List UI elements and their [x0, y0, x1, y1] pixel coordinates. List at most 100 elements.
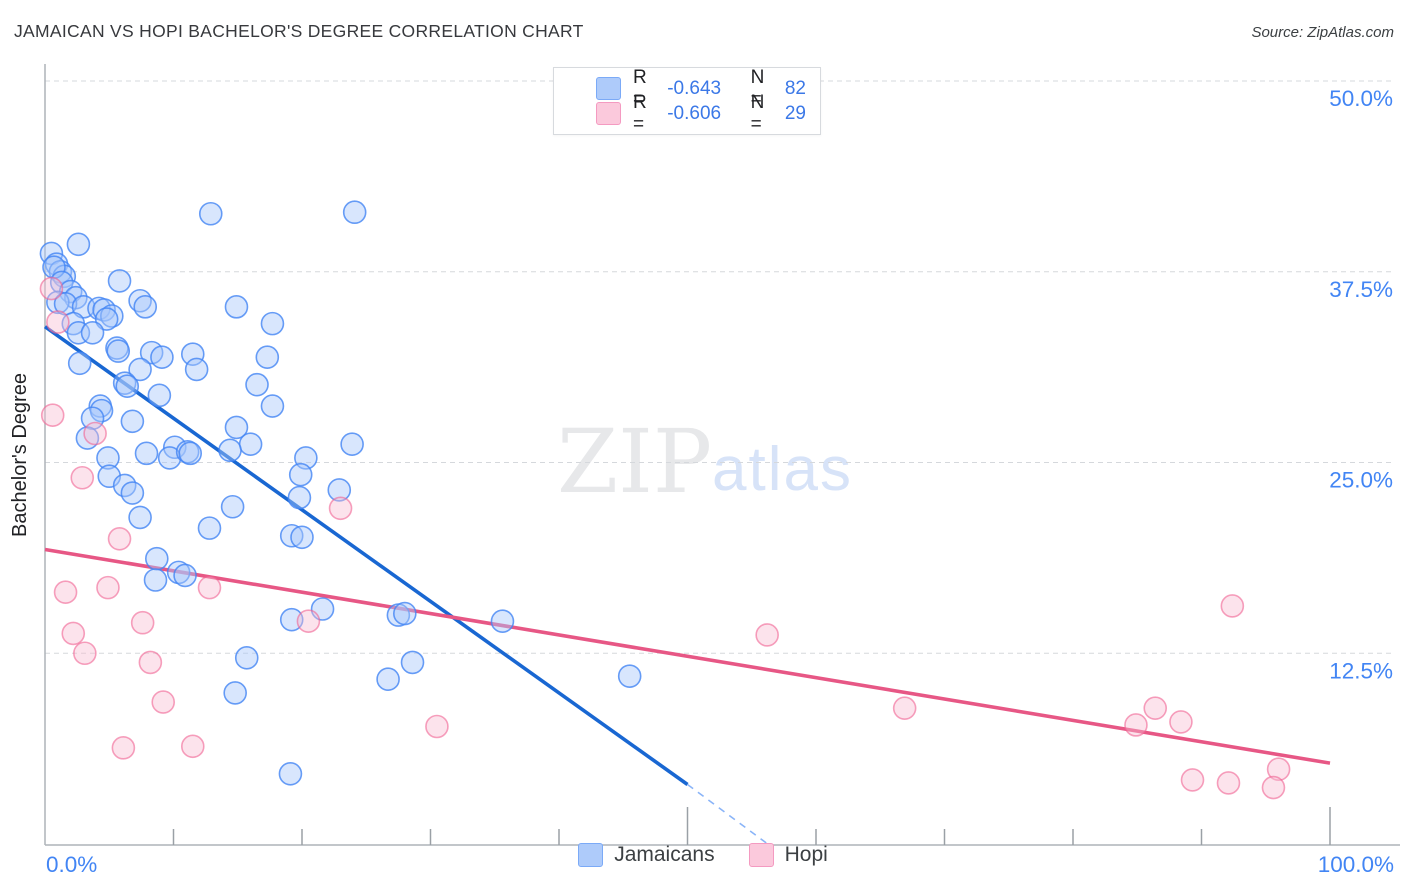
- hopi-scatter-point: [96, 575, 120, 600]
- hopi-scatter-point: [46, 310, 70, 334]
- r-label: R =: [633, 66, 647, 110]
- jamaicans-scatter-point: [224, 415, 249, 440]
- jamaicans-scatter-point: [340, 432, 364, 456]
- hopi-scatter-point: [53, 580, 78, 605]
- n-value: 29: [784, 102, 806, 124]
- hopi-scatter-point: [61, 621, 86, 646]
- jamaicans-scatter-point: [150, 345, 174, 370]
- hopi-scatter-point: [39, 276, 64, 301]
- n-value: 82: [784, 77, 806, 99]
- jamaicans-scatter-point: [147, 383, 172, 408]
- jamaicans-scatter-point: [184, 357, 209, 382]
- y-axis-title: Bachelor's Degree: [9, 373, 31, 537]
- hopi-scatter-point: [111, 736, 136, 760]
- hopi-scatter-point: [73, 641, 97, 666]
- jamaicans-scatter-point: [198, 201, 223, 226]
- jamaicans-scatter-point: [178, 441, 203, 466]
- jamaicans-scatter-point: [46, 290, 70, 315]
- hopi-scatter-point: [328, 496, 353, 521]
- jamaicans-scatter-point: [279, 607, 304, 632]
- jamaicans-scatter-point: [133, 295, 158, 319]
- hopi-scatter-point: [755, 623, 779, 647]
- jamaicans-scatter-point: [288, 462, 313, 487]
- legend-label: Jamaicans: [614, 843, 715, 866]
- hopi-scatter-point: [83, 421, 107, 446]
- legend-row-hopi: R = -0.606 N = 29: [568, 92, 806, 135]
- jamaicans-scatter-point: [327, 478, 352, 502]
- jamaicans-scatter-point: [234, 646, 259, 670]
- hopi-scatter-point: [130, 610, 155, 635]
- jamaicans-scatter-point: [287, 485, 312, 510]
- y-tick-label: 12.5%: [1329, 658, 1393, 683]
- hopi-scatter-point: [1261, 775, 1286, 800]
- hopi-scatter-point: [425, 714, 449, 739]
- jamaicans-swatch-icon: [578, 843, 604, 867]
- jamaicans-scatter-point: [143, 568, 168, 592]
- hopi-scatter-point: [107, 526, 132, 551]
- jamaicans-scatter-point: [107, 269, 132, 293]
- jamaicans-scatter-point: [94, 307, 119, 331]
- legend-row-jamaicans: R = -0.643 N = 82: [568, 67, 806, 110]
- jamaicans-scatter-point: [238, 432, 263, 456]
- legend-item-jamaicans: Jamaicans: [578, 843, 715, 867]
- jamaicans-scatter-point: [617, 664, 642, 688]
- hopi-scatter-point: [180, 734, 205, 759]
- hopi-swatch-icon: [596, 102, 621, 125]
- y-tick-label: 37.5%: [1329, 277, 1393, 302]
- jamaicans-scatter-point: [392, 601, 417, 626]
- y-tick-label: 50.0%: [1329, 86, 1393, 111]
- x-min-label: 0.0%: [46, 852, 97, 877]
- hopi-scatter-point: [1124, 713, 1148, 737]
- jamaicans-scatter-point: [106, 339, 131, 363]
- jamaicans-scatter-point: [120, 409, 145, 434]
- jamaicans-scatter-point: [67, 351, 92, 376]
- r-value: -0.643: [667, 77, 722, 99]
- jamaicans-scatter-point: [220, 494, 245, 519]
- jamaicans-scatter-point: [115, 374, 140, 399]
- jamaicans-scatter-point: [255, 345, 280, 370]
- jamaicans-scatter-point: [260, 394, 285, 418]
- jamaicans-scatter-point: [173, 563, 197, 588]
- jamaicans-scatter-point: [80, 406, 105, 431]
- jamaicans-scatter-point: [80, 320, 105, 345]
- hopi-scatter-point: [1143, 696, 1168, 720]
- hopi-scatter-point: [70, 465, 95, 490]
- source-attribution: Source: ZipAtlas.com: [1251, 24, 1394, 41]
- watermark-zip: ZIP: [557, 410, 712, 513]
- n-label: N =: [750, 91, 765, 135]
- jamaicans-scatter-point: [128, 357, 152, 382]
- jamaicans-trend-line-dashed: [687, 783, 771, 847]
- jamaicans-scatter-point: [400, 650, 425, 675]
- hopi-scatter-point: [1266, 757, 1291, 782]
- jamaicans-trend-line: [43, 325, 689, 786]
- jamaicans-scatter-point: [260, 311, 285, 336]
- jamaicans-scatter-point: [290, 525, 314, 550]
- watermark-atlas: atlas: [712, 435, 853, 504]
- jamaicans-scatter-point: [278, 762, 303, 786]
- hopi-scatter-point: [138, 650, 163, 675]
- hopi-scatter-point: [1216, 771, 1241, 795]
- series-legend: Jamaicans Hopi: [0, 843, 1406, 867]
- jamaicans-scatter-point: [197, 516, 222, 540]
- hopi-swatch-icon: [748, 843, 774, 867]
- jamaicans-scatter-point: [96, 446, 120, 470]
- jamaicans-scatter-point: [223, 681, 247, 705]
- legend-item-hopi: Hopi: [748, 843, 828, 867]
- jamaicans-scatter-point: [66, 232, 91, 257]
- jamaicans-scatter-point: [376, 667, 400, 691]
- jamaicans-scatter-point: [120, 481, 145, 505]
- legend-label: Hopi: [784, 843, 828, 866]
- jamaicans-scatter-point: [342, 200, 367, 225]
- page-title: JAMAICAN VS HOPI BACHELOR'S DEGREE CORRE…: [14, 21, 584, 41]
- jamaicans-scatter-point: [218, 438, 242, 463]
- hopi-scatter-point: [1220, 594, 1245, 618]
- jamaicans-scatter-point: [144, 546, 169, 571]
- hopi-trend-line: [44, 547, 1331, 765]
- n-label: N =: [750, 66, 765, 110]
- hopi-scatter-point: [1169, 710, 1193, 734]
- jamaicans-swatch-icon: [596, 77, 621, 100]
- hopi-scatter-point: [151, 690, 176, 714]
- r-value: -0.606: [667, 102, 722, 124]
- correlation-legend-box: R = -0.643 N = 82 R = -0.606 N = 29: [553, 67, 821, 135]
